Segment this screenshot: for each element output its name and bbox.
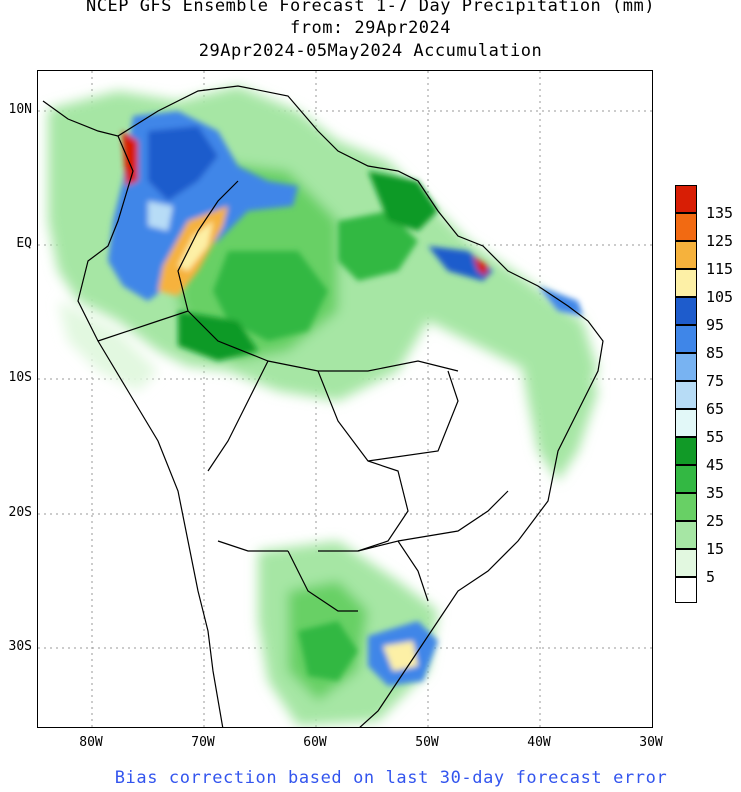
legend-label: 15 — [706, 540, 725, 558]
legend-swatch — [675, 353, 697, 381]
legend-swatch — [675, 185, 697, 213]
legend-label: 45 — [706, 456, 725, 474]
legend-label: 105 — [706, 288, 734, 306]
precip-heavy — [108, 111, 583, 686]
lat-label-20s: 20S — [8, 505, 32, 520]
lat-label-30s: 30S — [8, 639, 32, 654]
legend-label: 95 — [706, 316, 725, 334]
chart-title: NCEP GFS Ensemble Forecast 1-7 Day Preci… — [86, 0, 655, 16]
legend-label: 65 — [706, 400, 725, 418]
legend-swatch — [675, 493, 697, 521]
legend-label: 85 — [706, 344, 725, 362]
accumulation-period: 29Apr2024-05May2024 Accumulation — [198, 41, 543, 61]
lon-label-80w: 80W — [79, 735, 103, 750]
legend-swatch — [675, 437, 697, 465]
legend-label: 55 — [706, 428, 725, 446]
lon-label-40w: 40W — [527, 735, 551, 750]
legend-swatch — [675, 297, 697, 325]
legend-swatch — [675, 521, 697, 549]
legend-swatch — [675, 409, 697, 437]
legend-swatch — [675, 381, 697, 409]
lon-label-70w: 70W — [191, 735, 215, 750]
legend-swatch — [675, 325, 697, 353]
bias-correction-note: Bias correction based on last 30-day for… — [114, 768, 668, 788]
legend-swatch — [675, 269, 697, 297]
legend-swatch — [675, 213, 697, 241]
lon-label-50w: 50W — [415, 735, 439, 750]
precipitation-map — [37, 70, 653, 728]
lat-label-10n: 10N — [8, 102, 32, 117]
lat-label-eq: EQ — [16, 236, 32, 251]
legend-label: 25 — [706, 512, 725, 530]
lon-label-30w: 30W — [639, 735, 663, 750]
legend-label: 125 — [706, 232, 734, 250]
legend-label: 115 — [706, 260, 734, 278]
legend-label: 135 — [706, 204, 734, 222]
forecast-init-date: from: 29Apr2024 — [289, 18, 452, 38]
legend-swatch — [675, 465, 697, 493]
legend-label: 75 — [706, 372, 725, 390]
legend-label: 5 — [706, 568, 716, 586]
lat-label-10s: 10S — [8, 370, 32, 385]
legend-swatch — [675, 577, 697, 603]
coastline-borders — [42, 85, 604, 727]
legend-label: 35 — [706, 484, 725, 502]
lon-label-60w: 60W — [303, 735, 327, 750]
legend-swatch — [675, 549, 697, 577]
legend-swatch — [675, 241, 697, 269]
